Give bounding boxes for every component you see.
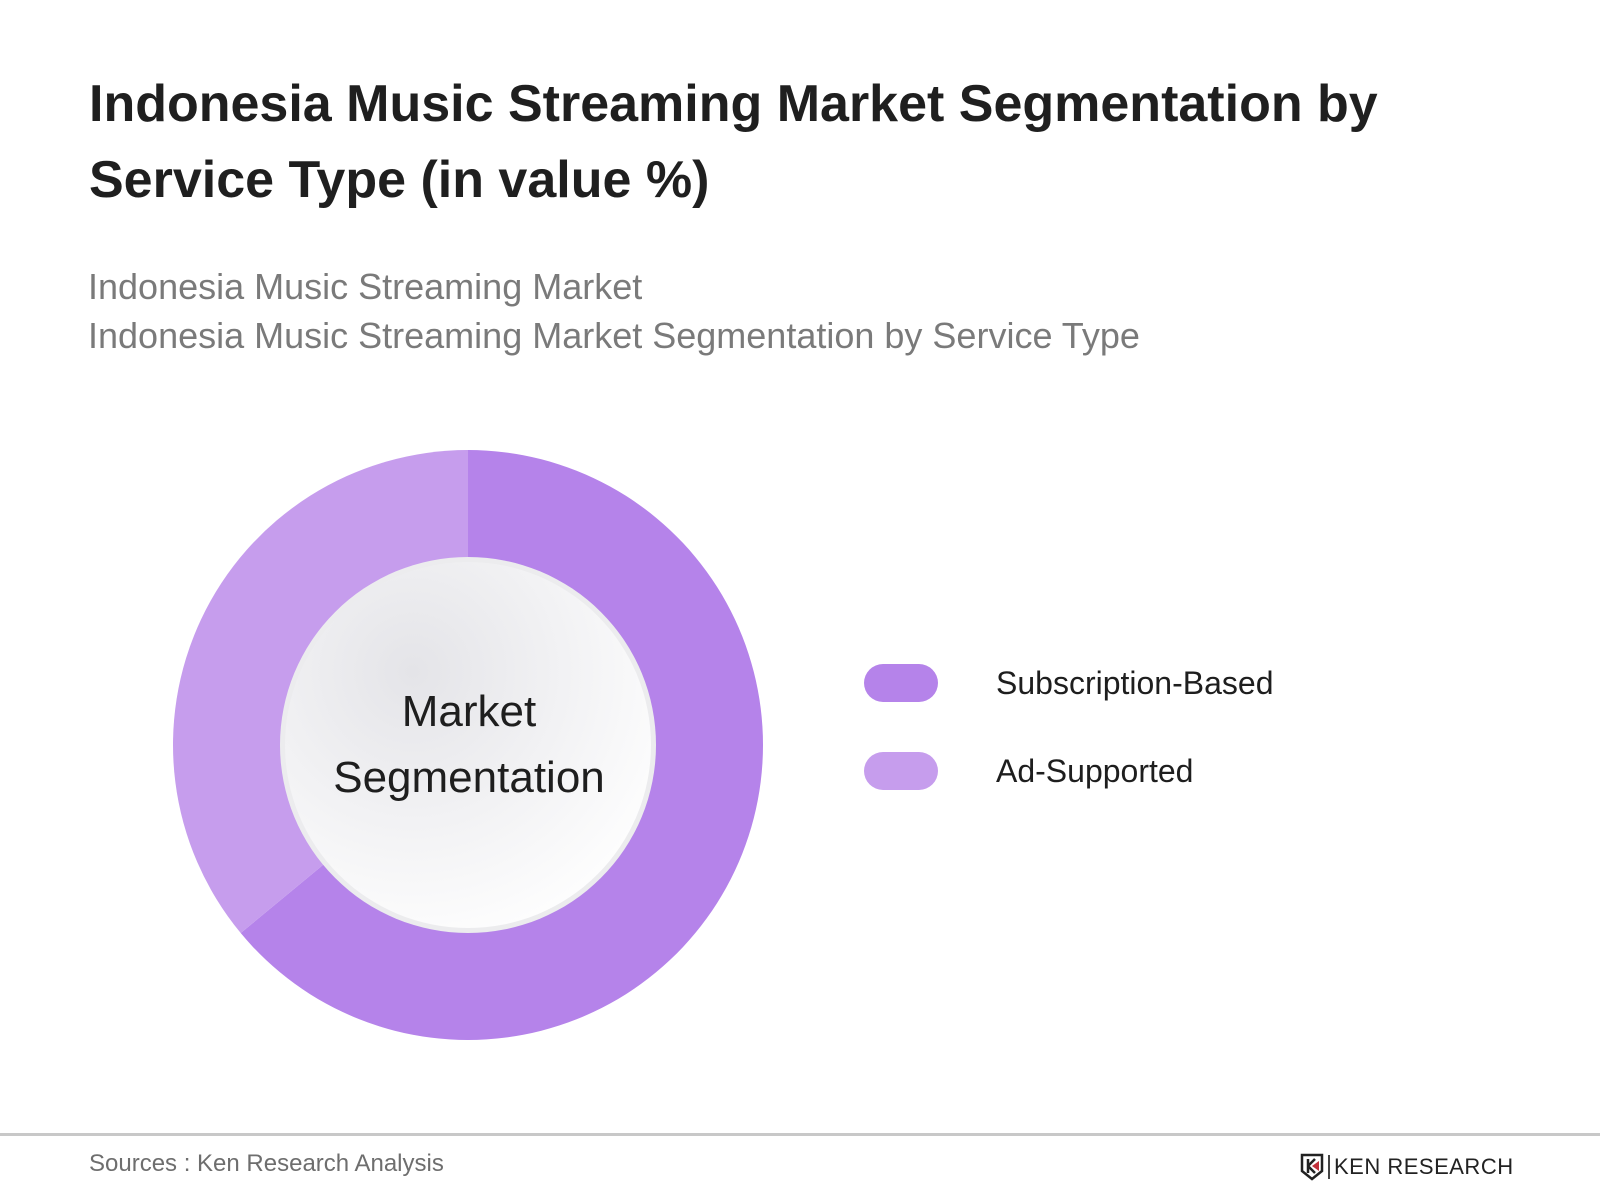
legend-label: Subscription-Based: [996, 664, 1274, 701]
chart-legend: Subscription-Based Ad-Supported: [864, 664, 1273, 840]
subtitle-line-1: Indonesia Music Streaming Market: [88, 266, 643, 307]
legend-item-ad-supported[interactable]: Ad-Supported: [864, 752, 1273, 790]
legend-item-subscription-based[interactable]: Subscription-Based: [864, 664, 1273, 702]
legend-swatch-ad-supported: [864, 752, 938, 790]
logo-divider: [1328, 1155, 1330, 1179]
brand-name: KEN RESEARCH: [1334, 1154, 1514, 1179]
legend-swatch-subscription-based: [864, 664, 938, 702]
ken-research-logo: KEN RESEARCH: [1300, 1153, 1514, 1181]
sources-note: Sources : Ken Research Analysis: [89, 1150, 444, 1177]
center-disc: [285, 562, 651, 928]
ken-shield-icon: [1300, 1153, 1324, 1181]
legend-label: Ad-Supported: [996, 752, 1194, 789]
chart-title: Indonesia Music Streaming Market Segment…: [89, 75, 1378, 209]
subtitle-line-2: Indonesia Music Streaming Market Segment…: [88, 315, 1140, 356]
footer-divider: [0, 1133, 1600, 1136]
chart-subtitle: Indonesia Music Streaming Market Indones…: [88, 262, 1140, 360]
donut-chart: [173, 450, 763, 1040]
